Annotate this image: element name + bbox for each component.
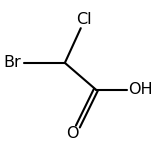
Text: Br: Br [3,55,21,70]
Text: Cl: Cl [77,12,92,27]
Text: OH: OH [128,82,152,97]
Text: O: O [66,126,79,140]
